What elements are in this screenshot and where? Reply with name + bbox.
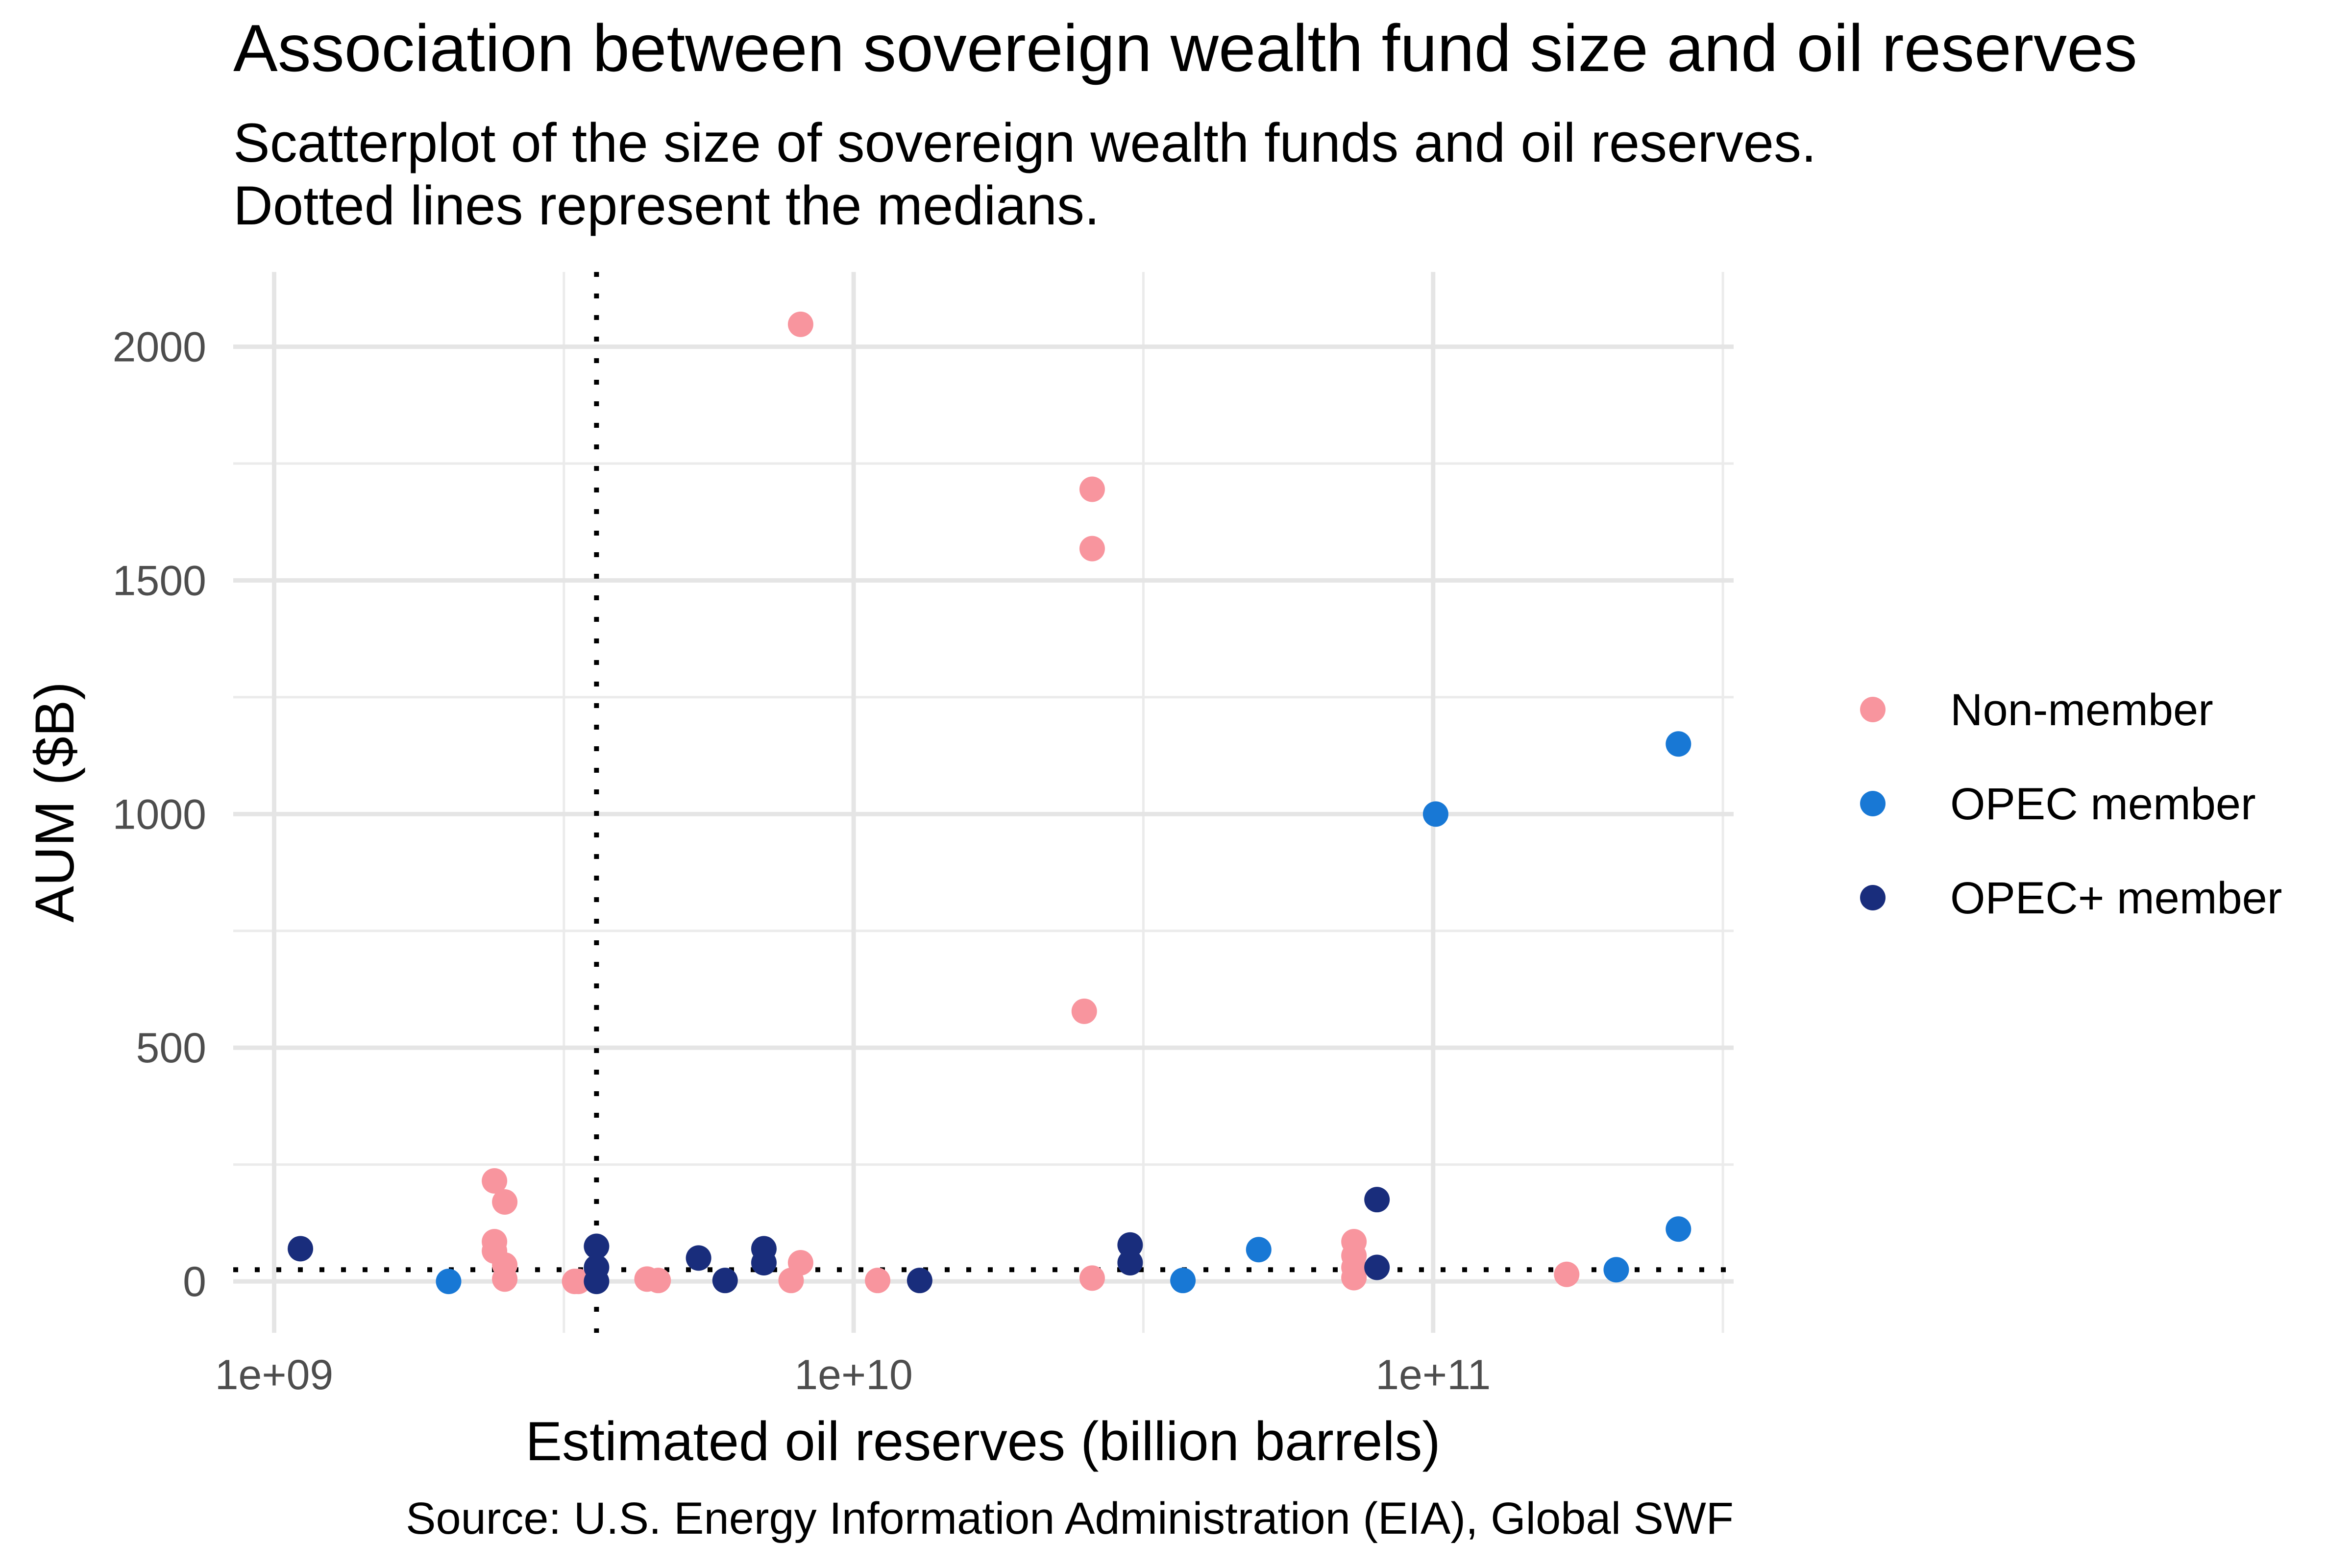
point-non-member xyxy=(1079,536,1105,562)
point-opec-member xyxy=(1422,801,1448,827)
legend-label: OPEC member xyxy=(1950,779,2256,829)
point-non-member xyxy=(1079,1265,1105,1291)
legend-key-opec-member xyxy=(1860,791,1886,816)
point-non-member xyxy=(645,1268,671,1294)
point-non-member xyxy=(1071,998,1097,1024)
x-axis-title: Estimated oil reserves (billion barrels) xyxy=(525,1411,1440,1472)
legend-key-opec-member xyxy=(1860,885,1886,910)
point-opec-member xyxy=(1666,731,1691,757)
point-non-member xyxy=(1341,1265,1367,1291)
point-opec-member xyxy=(1170,1268,1196,1294)
y-tick-label: 0 xyxy=(183,1258,206,1305)
data-points xyxy=(288,311,1691,1295)
point-non-member xyxy=(482,1168,508,1194)
point-opec-member xyxy=(1117,1250,1143,1275)
point-non-member xyxy=(1554,1261,1580,1287)
point-opec-member xyxy=(712,1268,738,1294)
x-tick-label: 1e+11 xyxy=(1375,1351,1491,1398)
point-non-member xyxy=(787,311,813,337)
point-opec-member xyxy=(751,1250,777,1275)
x-tick-label: 1e+10 xyxy=(794,1351,913,1398)
y-axis-ticks: 0 500 1000 1500 2000 xyxy=(113,324,206,1305)
x-axis-ticks: 1e+09 1e+10 1e+11 xyxy=(215,1351,1491,1398)
grid xyxy=(233,272,1734,1333)
y-tick-label: 1500 xyxy=(113,557,206,604)
chart-caption: Source: U.S. Energy Information Administ… xyxy=(406,1494,1734,1544)
y-tick-label: 1000 xyxy=(113,791,206,838)
point-non-member xyxy=(492,1266,518,1292)
point-non-member xyxy=(492,1189,518,1215)
legend-key-non-member xyxy=(1860,697,1886,722)
y-tick-label: 2000 xyxy=(113,324,206,371)
point-opec-member xyxy=(906,1268,932,1294)
point-non-member xyxy=(865,1268,891,1294)
point-opec-member xyxy=(1364,1254,1390,1280)
chart-subtitle-line-2: Dotted lines represent the medians. xyxy=(233,175,1100,236)
point-opec-member xyxy=(584,1233,610,1259)
y-axis-title: AUM ($B) xyxy=(24,682,85,923)
point-opec-member xyxy=(686,1245,711,1271)
chart-title: Association between sovereign wealth fun… xyxy=(233,11,2137,85)
x-tick-label: 1e+09 xyxy=(215,1351,334,1398)
y-tick-label: 500 xyxy=(136,1025,207,1072)
point-opec-member xyxy=(288,1236,314,1262)
point-opec-member xyxy=(1117,1232,1143,1258)
median-lines xyxy=(233,272,1734,1333)
point-non-member xyxy=(787,1250,813,1275)
legend-label: OPEC+ member xyxy=(1950,873,2282,923)
point-opec-member xyxy=(1603,1257,1629,1283)
point-opec-member xyxy=(1364,1187,1390,1213)
chart-subtitle-line-1: Scatterplot of the size of sovereign wea… xyxy=(233,112,1816,173)
legend: Non-member OPEC member OPEC+ member xyxy=(1860,685,2282,923)
point-non-member xyxy=(1079,476,1105,502)
point-opec-member xyxy=(436,1269,462,1295)
point-opec-member xyxy=(1666,1216,1691,1242)
point-opec-member xyxy=(1246,1237,1272,1263)
point-non-member xyxy=(565,1269,591,1295)
point-opec-member xyxy=(584,1269,610,1295)
legend-label: Non-member xyxy=(1950,685,2213,735)
